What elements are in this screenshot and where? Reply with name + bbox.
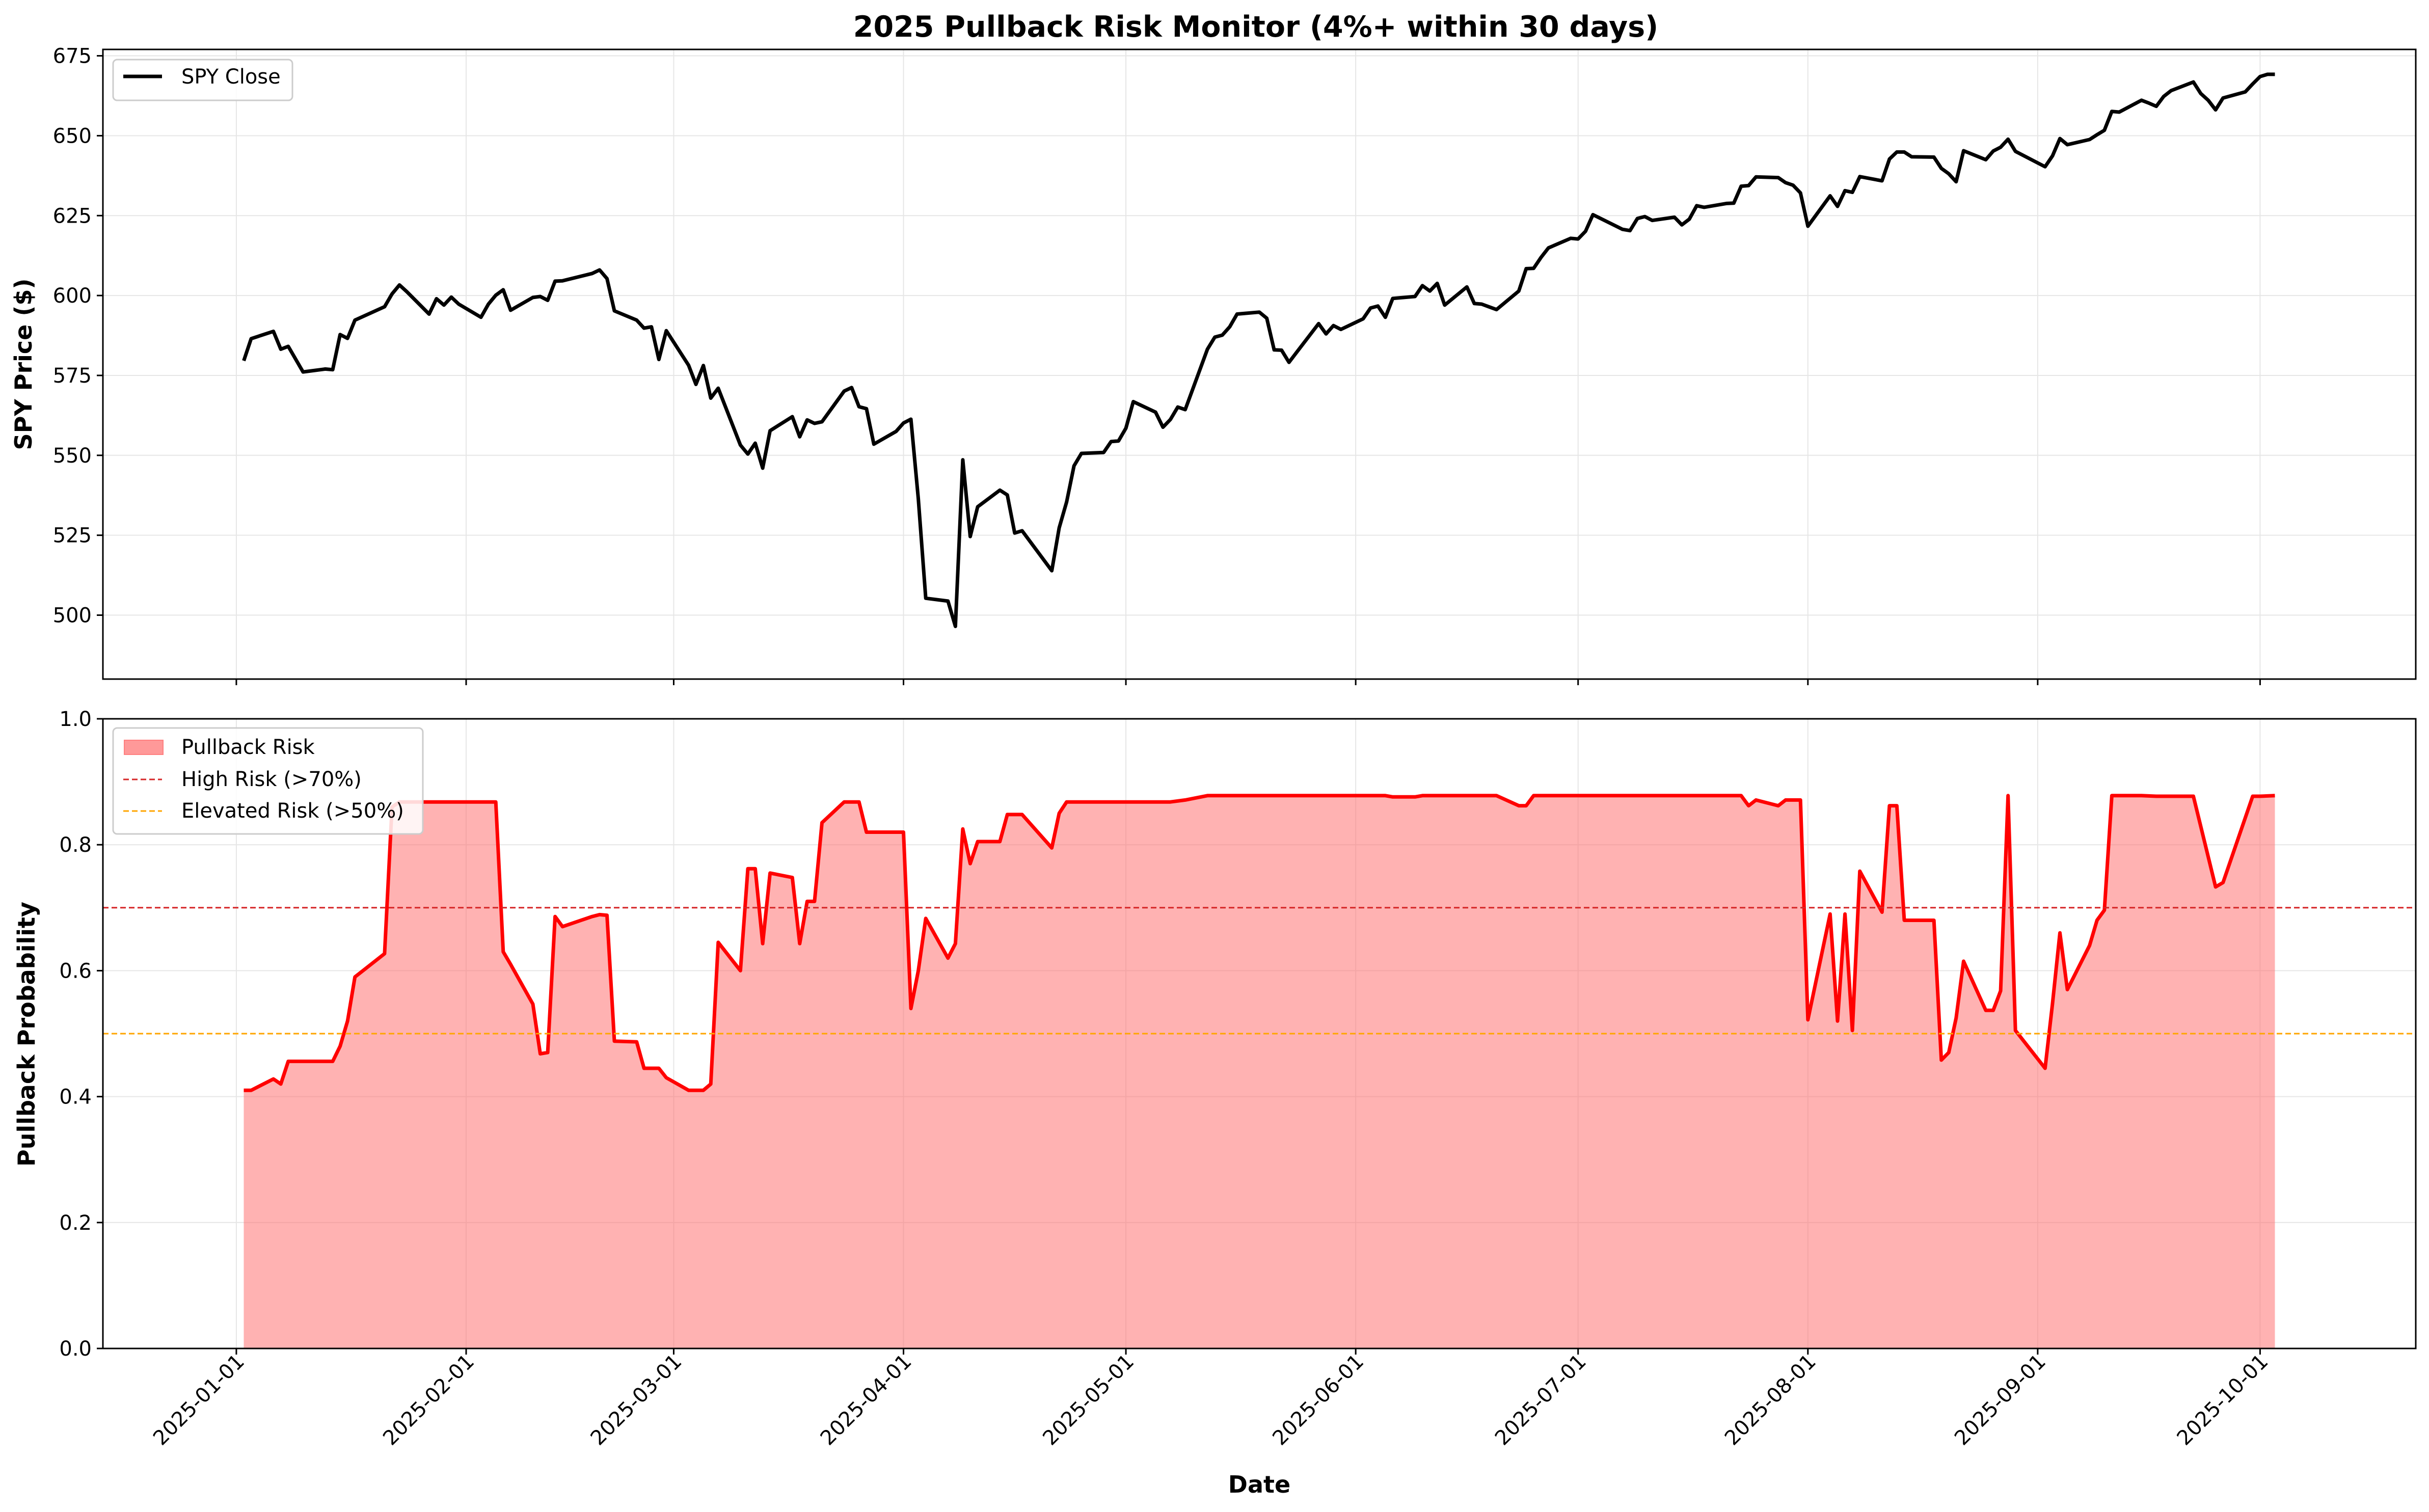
- pullback-risk-legend-label: Pullback Risk: [181, 736, 315, 759]
- pullback-risk-legend-swatch: [124, 740, 164, 755]
- y-tick-label: 1.0: [59, 708, 92, 731]
- chart-title: 2025 Pullback Risk Monitor (4%+ within 3…: [853, 10, 1658, 44]
- pullback-risk-line: [244, 794, 2275, 1092]
- high-risk-legend-label: High Risk (>70%): [181, 768, 362, 791]
- price-grid: [103, 49, 2416, 679]
- risk-legend: Pullback Risk High Risk (>70%) Elevated …: [112, 727, 424, 835]
- risk-y-axis-title: Pullback Probability: [13, 902, 40, 1167]
- price-y-axis-title: SPY Price ($): [10, 279, 37, 450]
- elevated-risk-legend-label: Elevated Risk (>50%): [181, 799, 404, 823]
- y-tick-label: 0.8: [59, 833, 92, 857]
- price-plot-area: [103, 49, 2416, 679]
- price-legend-box: [112, 59, 293, 101]
- y-tick-label: 525: [53, 524, 92, 548]
- y-tick-label: 550: [53, 444, 92, 468]
- y-tick-label: 0.4: [59, 1086, 92, 1109]
- y-tick-label: 500: [53, 604, 92, 628]
- risk-plot-frame: [102, 718, 2417, 1349]
- y-tick-label: 575: [53, 364, 92, 388]
- price-panel: 500 525 550 575 600 625 650 675 SPY Price ($) S…: [10, 45, 2417, 685]
- price-axis-ticks: 500 525 550 575 600 625 650 675: [53, 45, 2261, 685]
- y-tick-label: 600: [53, 284, 92, 308]
- spy-close-legend-label: SPY Close: [181, 65, 281, 89]
- pullback-risk-area: [244, 795, 2275, 1348]
- price-plot-frame: [102, 48, 2417, 680]
- spy-close-line: [242, 72, 2275, 628]
- risk-axis-ticks: 0.0 0.2 0.4 0.6 0.8 1.0: [59, 708, 2261, 1361]
- risk-legend-box: [112, 727, 424, 835]
- price-legend: SPY Close: [112, 59, 293, 101]
- price-series-layer: [242, 72, 2275, 628]
- x-axis-title: Date: [1228, 1471, 1290, 1498]
- y-tick-label: 675: [53, 45, 92, 68]
- y-tick-label: 0.0: [59, 1337, 92, 1361]
- y-tick-label: 0.2: [59, 1211, 92, 1235]
- y-tick-label: 625: [53, 204, 92, 228]
- y-tick-label: 650: [53, 124, 92, 148]
- y-tick-label: 0.6: [59, 959, 92, 983]
- risk-series-layer: [103, 794, 2416, 1348]
